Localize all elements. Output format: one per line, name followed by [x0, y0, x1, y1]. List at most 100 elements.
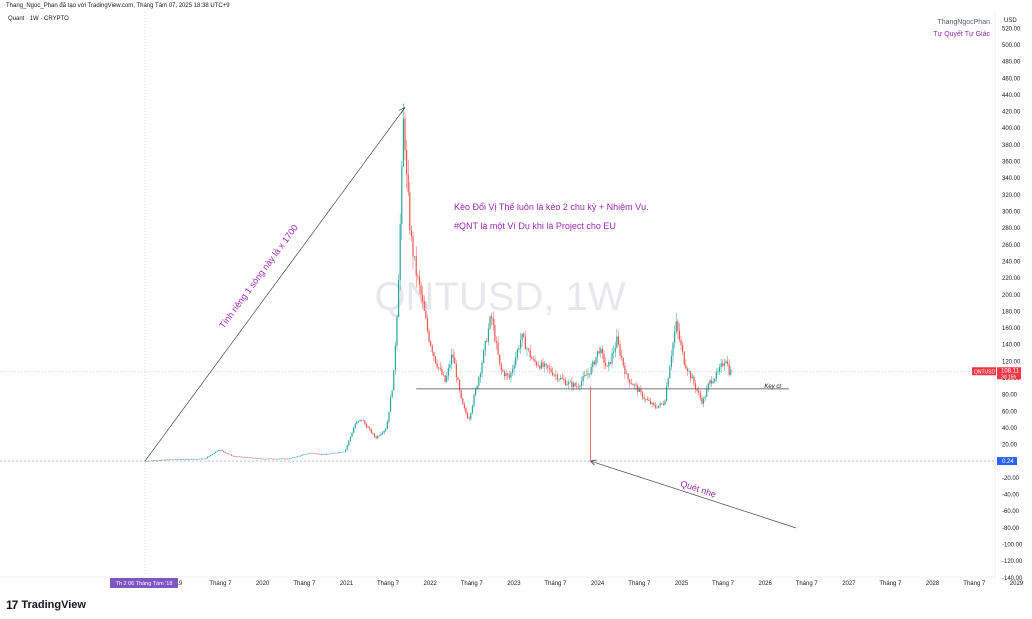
watermark-text: QNTUSD, 1W: [374, 275, 625, 319]
candle-body: [718, 366, 721, 372]
candle-body: [184, 459, 186, 460]
symbol-badge-label: QNTUSD: [974, 369, 996, 375]
candle-body: [545, 363, 547, 366]
baseline-value: 0.24: [1002, 459, 1014, 465]
candle-body: [353, 428, 355, 433]
candle-body: [203, 458, 205, 460]
candle-body: [386, 421, 388, 430]
candle-body: [154, 460, 156, 462]
candle-body: [539, 365, 541, 369]
candle-body: [478, 377, 480, 386]
candle-body: [202, 458, 204, 460]
candle-body: [458, 379, 461, 391]
candle-body: [178, 459, 180, 460]
candle-body: [426, 318, 429, 331]
author-name: ThangNgocPhan: [937, 19, 990, 26]
candle-body: [224, 451, 226, 453]
time-axis[interactable]: 19 Tháng 7 2020 Tháng 7 2021 Tháng 7 2022 Tháng…: [0, 576, 1024, 588]
candle-body: [284, 458, 286, 460]
candle-body: [617, 336, 620, 345]
candle-body: [560, 377, 562, 380]
candle-body: [582, 376, 584, 382]
candle-body: [686, 368, 689, 372]
candle-body: [646, 398, 648, 401]
candle-body: [208, 455, 210, 457]
candle-body: [428, 330, 430, 342]
candle-body: [455, 363, 457, 378]
candle-body: [706, 388, 708, 397]
candle-body: [590, 367, 592, 375]
candle-body: [561, 377, 563, 379]
time-tick-label: Tháng 7: [377, 581, 400, 587]
candle-body: [513, 365, 515, 370]
candle-body: [454, 357, 456, 364]
candle-body: [227, 453, 230, 455]
candle-body: [616, 336, 618, 348]
candle-body: [558, 379, 560, 380]
candle-body: [165, 459, 167, 461]
tradingview-logo[interactable]: 17 TradingView: [6, 598, 86, 612]
candle-body: [571, 381, 573, 387]
trend-line: [144, 107, 406, 462]
candle-body: [361, 419, 363, 421]
trend-arrowhead: [398, 107, 406, 114]
last-price-countdown: 3d 15h: [1001, 374, 1017, 380]
candle-body: [569, 381, 571, 383]
candle-body: [556, 374, 559, 380]
price-tick-label: 280.00: [1002, 226, 1021, 232]
candle-body: [555, 374, 557, 376]
candle-body: [479, 373, 482, 378]
price-tick-label: 440.00: [1002, 93, 1021, 99]
candle-body: [250, 457, 252, 459]
candle-body: [707, 383, 709, 389]
candle-body: [630, 383, 632, 385]
candle-body: [263, 458, 265, 460]
candle-body: [272, 458, 274, 460]
candle-body: [176, 459, 178, 460]
price-tick-label: 500.00: [1002, 43, 1021, 49]
candle-body: [722, 363, 724, 366]
candle-body: [266, 458, 268, 460]
candle-body: [654, 404, 656, 408]
candle-body: [550, 368, 552, 373]
candle-body: [649, 400, 652, 404]
candle-body: [417, 275, 419, 277]
candle-body: [702, 398, 705, 404]
time-tick-label: 2020: [256, 581, 270, 587]
candle-body: [548, 367, 551, 369]
candle-body: [563, 378, 565, 381]
price-axis[interactable]: 520.00 500.00 480.00 460.00 440.00 420.00 400.…: [972, 12, 1023, 582]
candle-body: [287, 458, 289, 460]
candle-body: [576, 385, 578, 387]
candle-body: [409, 192, 411, 231]
candle-body: [404, 118, 406, 151]
candle-body: [300, 455, 302, 457]
candle-body: [449, 364, 451, 368]
time-tick-label: 2026: [759, 581, 773, 587]
candle-body: [259, 458, 262, 459]
time-tick-label: 2023: [507, 581, 521, 587]
candle-body: [247, 457, 249, 459]
candle-body: [519, 339, 522, 349]
time-tick-label: Tháng 7: [628, 581, 651, 587]
candle-body: [502, 369, 504, 372]
candle-body: [701, 397, 703, 404]
price-chart[interactable]: QNTUSD, 1W Tính riêng 1 sóng này là x 17…: [0, 0, 1032, 595]
candle-body: [190, 458, 193, 460]
price-tick-label: -20.00: [1002, 476, 1020, 482]
candle-body: [362, 420, 364, 422]
price-tick-label: 180.00: [1002, 309, 1021, 315]
candle-body: [542, 362, 544, 367]
symbol-info[interactable]: Quant · 1W · CRYPTO: [8, 16, 69, 22]
candle-body: [669, 366, 671, 379]
candle-body: [619, 344, 621, 356]
candle-body: [336, 452, 339, 454]
price-tick-label: 380.00: [1002, 143, 1021, 149]
price-tick-label: 140.00: [1002, 343, 1021, 349]
candle-body: [304, 453, 307, 455]
candle-body: [603, 353, 605, 364]
candle-body: [414, 256, 416, 257]
candle-body: [213, 453, 215, 454]
candle-body: [510, 372, 512, 378]
price-tick-label: 160.00: [1002, 326, 1021, 332]
